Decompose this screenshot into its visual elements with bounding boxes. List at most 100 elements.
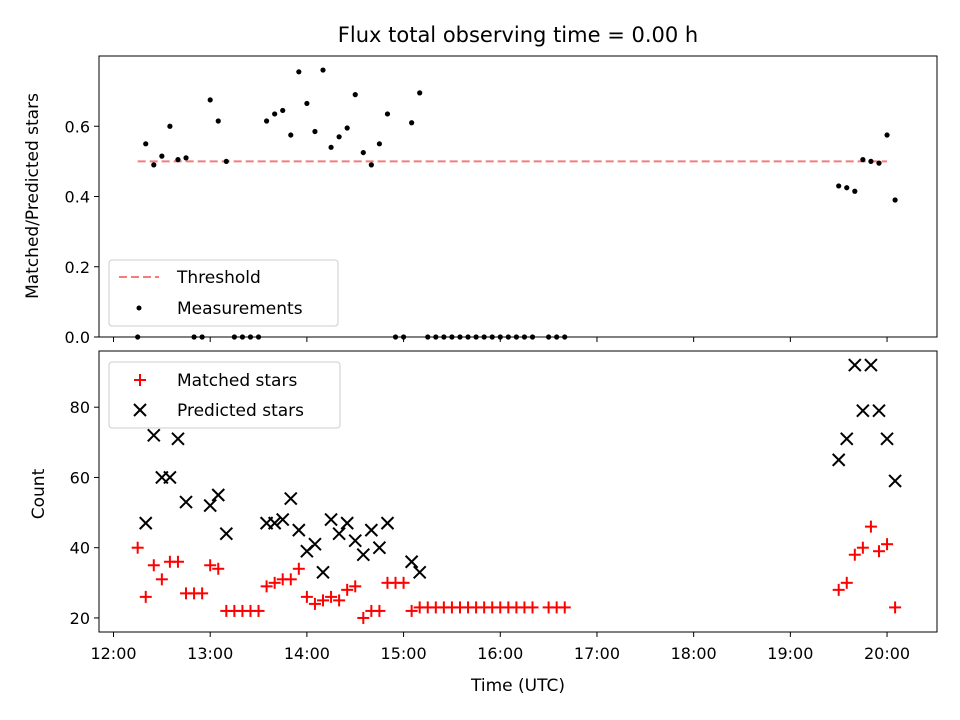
matched-star-point bbox=[196, 587, 209, 600]
matched-star-point bbox=[155, 573, 168, 586]
count-y-ticks: 20 40 60 80 bbox=[70, 398, 99, 628]
ratio-x-tick-marks bbox=[113, 337, 888, 342]
measurement-point bbox=[868, 158, 874, 164]
count-plot-area bbox=[131, 358, 902, 624]
matched-star-point bbox=[840, 576, 853, 589]
count-y-tick-label: 80 bbox=[70, 398, 90, 417]
matched-star-point bbox=[204, 559, 217, 572]
predicted-star-point bbox=[163, 470, 177, 485]
matched-star-point bbox=[292, 562, 305, 575]
measurement-point bbox=[151, 162, 157, 168]
measurement-point bbox=[409, 120, 415, 126]
predicted-legend-label: Predicted stars bbox=[177, 401, 304, 421]
count-axes-frame bbox=[98, 350, 938, 633]
measurement-point bbox=[344, 125, 350, 131]
measurement-point bbox=[876, 160, 882, 166]
measurement-point bbox=[143, 141, 149, 147]
predicted-star-point bbox=[872, 404, 886, 418]
measurements-legend-label: Measurements bbox=[177, 299, 303, 319]
predicted-star-point bbox=[856, 404, 870, 418]
matched-star-point bbox=[131, 541, 144, 554]
matched-star-point bbox=[333, 594, 346, 607]
predicted-star-point bbox=[324, 512, 338, 527]
ratio-y-axis-label: Matched/Predicted stars bbox=[23, 93, 43, 299]
measurement-point bbox=[296, 69, 302, 75]
measurement-point bbox=[288, 132, 294, 138]
predicted-star-point bbox=[880, 432, 894, 446]
predicted-star-point bbox=[284, 491, 298, 506]
predicted-star-point bbox=[203, 498, 217, 513]
x-tick-label: 17:00 bbox=[574, 644, 620, 663]
matched-star-point bbox=[300, 590, 313, 603]
measurement-point bbox=[175, 157, 181, 163]
ratio-y-tick-label: 0.4 bbox=[65, 188, 90, 207]
matched-star-point bbox=[252, 604, 265, 617]
matched-star-point bbox=[526, 601, 539, 614]
measurement-point bbox=[884, 132, 890, 138]
x-tick-label: 15:00 bbox=[381, 644, 427, 663]
predicted-star-point bbox=[364, 523, 379, 537]
measurement-point bbox=[223, 158, 229, 164]
matched-star-point bbox=[349, 580, 362, 593]
measurements-legend-marker bbox=[136, 305, 142, 311]
predicted-star-point bbox=[308, 537, 322, 551]
matched-star-point bbox=[212, 562, 225, 575]
chart-title: Flux total observing time = 0.00 h bbox=[338, 23, 698, 47]
matched-star-point bbox=[872, 545, 885, 558]
measurement-point bbox=[852, 188, 858, 194]
count-y-tick-label: 40 bbox=[70, 539, 90, 558]
matched-star-point bbox=[139, 590, 152, 603]
matched-star-point bbox=[848, 548, 861, 561]
predicted-star-point bbox=[348, 533, 362, 548]
ratio-y-tick-label: 0.2 bbox=[65, 258, 90, 277]
predicted-star-point bbox=[848, 358, 862, 372]
x-axis-label: Time (UTC) bbox=[470, 676, 565, 696]
measurement-point bbox=[280, 107, 286, 114]
predicted-star-point bbox=[404, 555, 419, 569]
x-tick-label: 12:00 bbox=[90, 644, 136, 663]
predicted-star-point bbox=[412, 565, 427, 579]
measurement-point bbox=[328, 144, 334, 150]
measurement-point bbox=[167, 123, 173, 129]
predicted-star-point bbox=[332, 526, 346, 541]
predicted-legend-marker bbox=[133, 403, 147, 417]
measurement-point bbox=[207, 97, 213, 103]
measurement-point bbox=[892, 197, 898, 203]
threshold-legend-label: Threshold bbox=[176, 268, 261, 288]
x-tick-label: 13:00 bbox=[187, 644, 233, 663]
measurement-point bbox=[215, 118, 221, 124]
measurement-point bbox=[417, 90, 423, 96]
measurement-point bbox=[336, 134, 342, 140]
matched-star-point bbox=[325, 590, 338, 603]
predicted-star-point bbox=[147, 428, 161, 443]
matched-star-point bbox=[864, 520, 877, 533]
predicted-star-point bbox=[211, 488, 225, 502]
matched-star-point bbox=[308, 597, 321, 610]
ratio-y-tick-label: 0.6 bbox=[65, 117, 90, 136]
measurement-point bbox=[376, 141, 383, 147]
ratio-legend-box bbox=[108, 259, 339, 327]
predicted-star-point bbox=[267, 516, 282, 530]
count-y-tick-label: 60 bbox=[70, 468, 90, 487]
matched-star-point bbox=[147, 559, 160, 572]
x-tick-label: 16:00 bbox=[477, 644, 523, 663]
matched-star-point bbox=[856, 541, 869, 554]
x-tick-label: 20:00 bbox=[864, 644, 910, 663]
measurement-point bbox=[159, 153, 165, 159]
predicted-star-point bbox=[139, 516, 153, 530]
ratio-y-tick-label: 0.0 bbox=[65, 328, 90, 347]
count-legend-box bbox=[108, 361, 341, 429]
measurement-point bbox=[368, 162, 374, 168]
matched-star-point bbox=[341, 583, 354, 596]
matched-star-point bbox=[373, 604, 386, 617]
predicted-star-point bbox=[356, 548, 370, 562]
measurement-point bbox=[183, 155, 189, 161]
measurement-point bbox=[360, 149, 366, 156]
predicted-star-point bbox=[316, 565, 330, 579]
predicted-star-point bbox=[340, 516, 354, 530]
measurement-point bbox=[312, 128, 318, 135]
measurement-point bbox=[320, 67, 326, 73]
ratio-y-ticks: 0.0 0.2 0.4 0.6 bbox=[65, 117, 99, 347]
x-tick-label: 14:00 bbox=[284, 644, 330, 663]
predicted-star-point bbox=[888, 474, 902, 488]
